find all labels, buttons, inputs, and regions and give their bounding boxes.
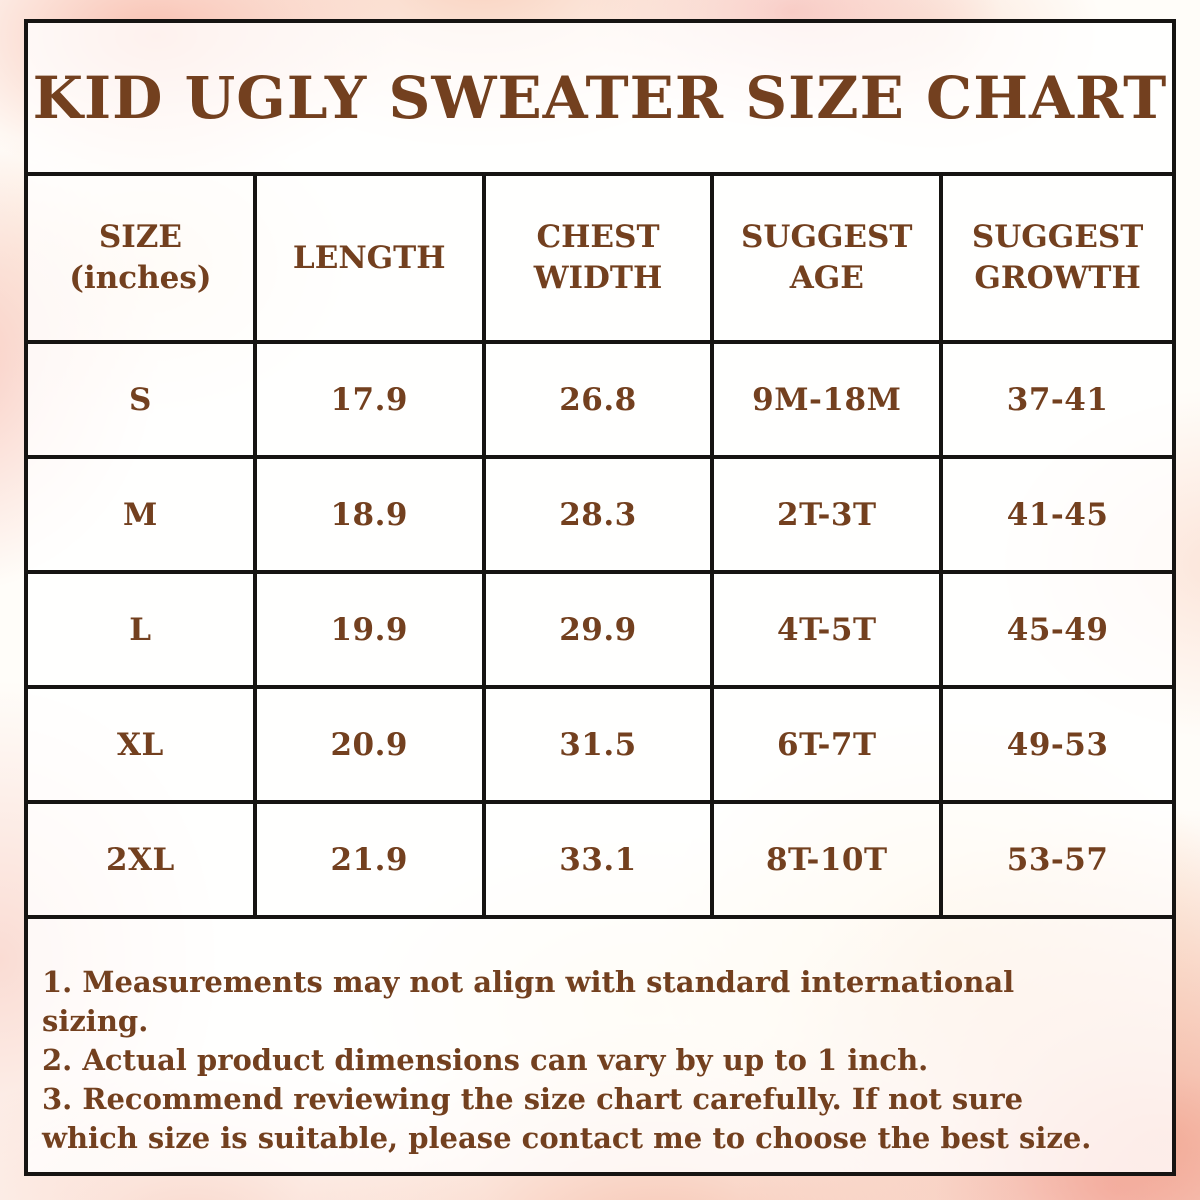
table-header-row: SIZE (inches) LENGTH CHEST WIDTH SUGGEST… bbox=[28, 176, 1172, 344]
column-header-suggest-growth-line2: GROWTH bbox=[974, 260, 1141, 296]
cell-size: S bbox=[28, 344, 257, 455]
cell-length: 18.9 bbox=[257, 459, 486, 570]
column-header-chest-width-line2: WIDTH bbox=[533, 260, 663, 296]
column-header-suggest-age-line1: SUGGEST bbox=[741, 219, 913, 256]
column-header-suggest-age: SUGGEST AGE bbox=[714, 176, 944, 340]
cell-size: XL bbox=[28, 689, 257, 800]
column-header-suggest-growth: SUGGEST GROWTH bbox=[943, 176, 1172, 340]
cell-size: L bbox=[28, 574, 257, 685]
cell-suggest-growth: 45-49 bbox=[1006, 611, 1109, 648]
cell-suggest-growth: 37-41 bbox=[1006, 381, 1109, 418]
note-3: 3. Recommend reviewing the size chart ca… bbox=[42, 1082, 1092, 1155]
table-row-m: M 18.9 28.3 2T-3T 41-45 bbox=[28, 459, 1172, 574]
cell-chest-width: 29.9 bbox=[486, 574, 715, 685]
column-header-size-line2: (inches) bbox=[69, 260, 212, 296]
cell-length: 17.9 bbox=[257, 344, 486, 455]
cell-suggest-growth: 53-57 bbox=[1006, 841, 1109, 878]
cell-chest-width: 26.8 bbox=[486, 344, 715, 455]
cell-suggest-age: 4T-5T bbox=[714, 574, 944, 685]
column-header-size: SIZE (inches) bbox=[28, 176, 257, 340]
column-header-length: LENGTH bbox=[257, 176, 486, 340]
column-header-chest-width-line1: CHEST bbox=[536, 219, 660, 256]
column-header-suggest-growth-line1: SUGGEST bbox=[971, 219, 1144, 256]
cell-length: 20.9 bbox=[257, 689, 486, 800]
cell-size: M bbox=[28, 459, 257, 570]
column-header-suggest-age-line2: AGE bbox=[789, 260, 864, 296]
table-row-l: L 19.9 29.9 4T-5T 45-49 bbox=[28, 574, 1172, 689]
cell-suggest-age: 8T-10T bbox=[714, 804, 944, 915]
cell-size: 2XL bbox=[28, 804, 257, 915]
column-header-length-line1: LENGTH bbox=[292, 239, 446, 276]
cell-suggest-growth: 41-45 bbox=[1006, 496, 1109, 533]
cell-suggest-age: 6T-7T bbox=[714, 689, 944, 800]
column-header-chest-width: CHEST WIDTH bbox=[486, 176, 715, 340]
cell-chest-width: 28.3 bbox=[486, 459, 715, 570]
cell-length: 21.9 bbox=[257, 804, 486, 915]
cell-chest-width: 31.5 bbox=[486, 689, 715, 800]
title-cell: KID UGLY SWEATER SIZE CHART bbox=[28, 23, 1172, 176]
cell-chest-width: 33.1 bbox=[486, 804, 715, 915]
column-header-size-line1: SIZE bbox=[98, 219, 182, 256]
note-1: 1. Measurements may not align with stand… bbox=[42, 965, 1015, 1038]
page-title: KID UGLY SWEATER SIZE CHART bbox=[32, 63, 1168, 132]
table-row-s: S 17.9 26.8 9M-18M 37-41 bbox=[28, 344, 1172, 459]
table-row-2xl: 2XL 21.9 33.1 8T-10T 53-57 bbox=[28, 804, 1172, 919]
size-chart-sheet: KID UGLY SWEATER SIZE CHART SIZE (inches… bbox=[24, 19, 1176, 1176]
cell-suggest-age: 9M-18M bbox=[714, 344, 944, 455]
cell-suggest-growth: 49-53 bbox=[1006, 726, 1109, 763]
note-2: 2. Actual product dimensions can vary by… bbox=[42, 1043, 929, 1077]
cell-length: 19.9 bbox=[257, 574, 486, 685]
cell-suggest-age: 2T-3T bbox=[714, 459, 944, 570]
notes-section: 1. Measurements may not align with stand… bbox=[28, 919, 1172, 1172]
table-row-xl: XL 20.9 31.5 6T-7T 49-53 bbox=[28, 689, 1172, 804]
